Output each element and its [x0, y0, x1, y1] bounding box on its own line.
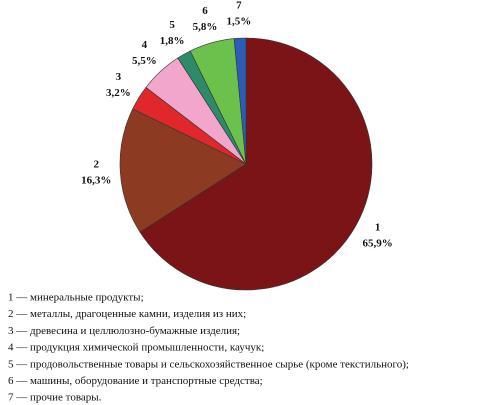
slice-value-label: 5,8% [193, 21, 218, 33]
legend-item: 6 — машины, оборудование и транспортные … [8, 375, 263, 387]
legend-item: 2 — металлы, драгоценные камни, изделия … [8, 308, 246, 320]
slice-value-label: 3,2% [106, 87, 131, 99]
slice-category: 5 [169, 19, 175, 31]
slice-value-label: 16,3% [81, 174, 111, 186]
legend-item: 1 — минеральные продукты; [8, 292, 144, 304]
legend-item: 5 — продовольственные товары и сельскохо… [8, 358, 409, 370]
legend-item: 3 — древесина и целлюлозно-бумажные изде… [8, 325, 240, 337]
slice-category: 1 [375, 221, 381, 233]
slice-value-label: 5,5% [132, 55, 157, 67]
legend-item: 4 — продукция химической промышленности,… [8, 342, 264, 354]
slice-category: 7 [236, 0, 242, 12]
slice-category: 4 [142, 39, 148, 51]
slice-value-label: 1,8% [160, 35, 185, 47]
slice-value-label: 65,9% [363, 237, 393, 249]
legend-item: 7 — прочие товары. [8, 392, 102, 404]
pie-slice [139, 37, 373, 291]
slice-category: 6 [202, 5, 208, 17]
pie-slice [233, 37, 247, 165]
slice-category: 3 [116, 71, 122, 83]
slice-category: 2 [94, 158, 100, 170]
pie-slice [119, 108, 247, 233]
slice-value-label: 1,5% [227, 16, 252, 28]
